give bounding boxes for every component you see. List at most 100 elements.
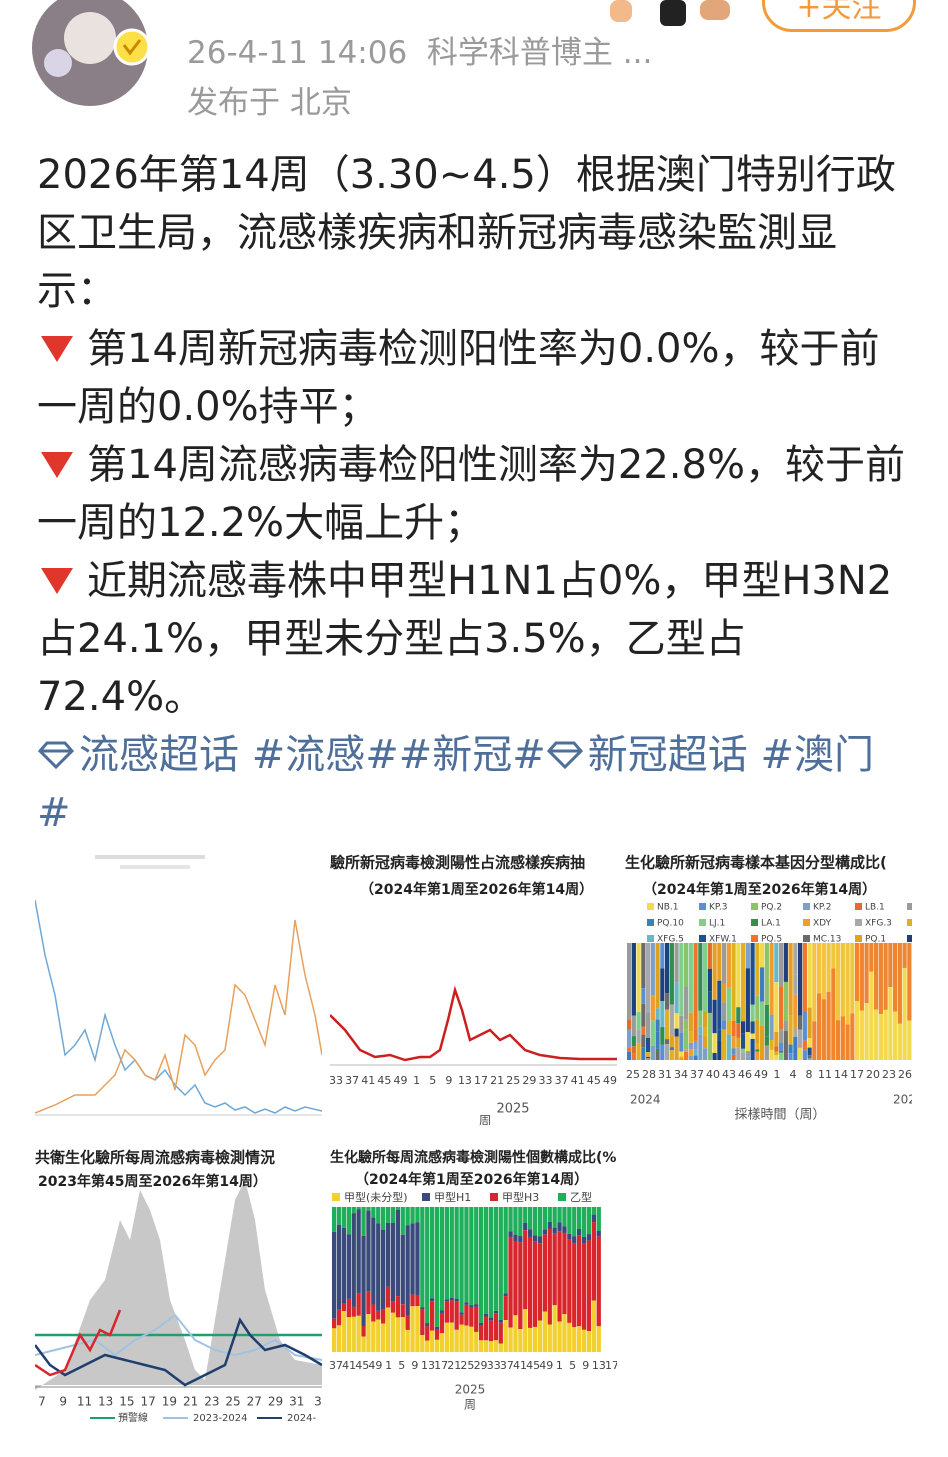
decor-bar: [430, 1207, 435, 1299]
image-thumbnail[interactable]: 共衛生化驗所每周流感病毒檢測情況 2023年第45周至2026年第14周） 7 9 11…: [35, 1140, 322, 1422]
decor-bar: [703, 1011, 708, 1027]
decor-bar: [395, 1207, 400, 1211]
decor-bar: [755, 995, 760, 1020]
image-subtitle: 2023年第45周至2026年第14周）: [38, 1173, 267, 1190]
topic-link[interactable]: 新冠超话: [587, 732, 748, 778]
decor-bar: [660, 968, 665, 1001]
decor-bar: [332, 1328, 337, 1352]
avatar[interactable]: [28, 0, 158, 113]
decor-bar: [722, 983, 727, 1003]
decor-bar: [532, 1326, 538, 1352]
topic-link[interactable]: 流感超话: [79, 732, 239, 778]
decor-bar: [726, 1020, 731, 1035]
image-thumbnail[interactable]: 生化驗所每周流感病毒檢測陽性個數構成比(%) （2024年第1周至2026年第14…: [330, 1140, 617, 1422]
x-tick-label: 29: [522, 1074, 536, 1087]
super-topic-icon: [37, 741, 75, 770]
decor-bar: [660, 1027, 665, 1045]
legend-label: 乙型: [570, 1190, 592, 1204]
decor-bar: [410, 1294, 415, 1307]
decor-bar: [874, 1009, 879, 1060]
decor-bar: [336, 1325, 342, 1352]
decor-bar: [760, 967, 765, 1002]
x-tick-label: 33: [539, 1074, 553, 1087]
decor-bar: [483, 1316, 489, 1341]
legend-swatch: [490, 1193, 498, 1201]
x-tick-label: 37: [345, 1074, 359, 1087]
legend-label: LA.1: [761, 919, 781, 929]
decor-bar: [669, 1035, 674, 1048]
x-tick-label: 4: [790, 1068, 797, 1081]
decor-bar: [698, 1034, 703, 1060]
decor-bar: [698, 1026, 703, 1035]
decor-bar: [646, 1052, 651, 1057]
decor-bar: [532, 1235, 538, 1242]
decor-bar: [627, 1047, 632, 1052]
decor-bar: [698, 1010, 703, 1027]
decor-bar: [627, 943, 632, 1020]
topic-link[interactable]: #流感#: [251, 732, 399, 778]
decor-bar: [736, 1023, 741, 1038]
decor-bar: [420, 1335, 425, 1352]
decor-bar: [712, 943, 717, 1000]
decor-bar: [646, 1037, 651, 1053]
legend-swatch: [803, 919, 810, 926]
legend-label: PQ.5: [761, 935, 782, 945]
decor-bar: [684, 1049, 689, 1052]
decor-bar: [907, 1020, 912, 1060]
topic-link[interactable]: #新冠#: [398, 732, 546, 778]
decor-bar: [760, 1025, 765, 1060]
image-thumbnail[interactable]: 生化驗所新冠病毒樣本基因分型構成比(（2024年第1周至2026年第14周） NB…: [625, 845, 912, 1125]
decor-bar: [528, 1229, 533, 1237]
follow-button[interactable]: +关注: [762, 0, 916, 32]
bullet-text: 第14周新冠病毒检测阳性率为0.0%，较于前一周的0.0%持平；: [37, 326, 880, 430]
decor-bar: [821, 999, 826, 1060]
decor-bar: [591, 1207, 596, 1215]
decor-bar: [434, 1207, 440, 1327]
x-tick-label: 45: [355, 1359, 369, 1372]
decor-bar: [850, 943, 855, 1014]
decor-bar: [420, 1207, 425, 1308]
decor-bar: [897, 943, 902, 1024]
decor-bar: [562, 1314, 567, 1352]
x-tick-label: 37: [330, 1359, 343, 1372]
x-tick-label: 9: [411, 1359, 418, 1372]
legend-swatch: [699, 903, 706, 910]
decor-bar: [581, 1329, 587, 1352]
decor-bar: [788, 1053, 793, 1060]
decor-bar: [390, 1312, 396, 1352]
decor-bar: [665, 1039, 670, 1045]
image-thumbnail[interactable]: 驗所新冠病毒檢測陽性占流感樣疾病抽 （2024年第1周至2026年第14周） 33 3…: [330, 845, 617, 1125]
decor-bar: [750, 1021, 755, 1034]
decor-bar: [385, 1222, 391, 1287]
decor-bar: [859, 1010, 864, 1060]
decor-bar: [434, 1329, 440, 1340]
decor-bar: [381, 1229, 386, 1310]
decor-bar: [636, 1043, 641, 1060]
decor-bar: [669, 1004, 674, 1036]
decor-bar: [774, 1046, 779, 1052]
x-tick-label: 7: [38, 1395, 46, 1409]
decor-bar: [769, 1049, 774, 1060]
thumb-chart: [35, 855, 322, 1116]
legend-label: 甲型H1: [434, 1190, 471, 1204]
x-tick-label: 23: [882, 1068, 896, 1081]
legend-label: 2024-: [287, 1413, 316, 1422]
decor-bar: [850, 1013, 855, 1060]
x-axis-label: 採樣時間（周）: [734, 1108, 825, 1123]
decor-bar: [577, 1229, 582, 1236]
legend-swatch: [855, 903, 862, 910]
decor-bar: [741, 1048, 746, 1054]
decor-bar: [679, 1056, 684, 1058]
decor-bar: [669, 943, 674, 1005]
decor-bar: [736, 990, 741, 1008]
decor-bar: [557, 1231, 562, 1322]
legend-swatch: [803, 935, 810, 942]
legend-label: 2023-2024: [193, 1413, 248, 1422]
decor-bar: [736, 1007, 741, 1024]
decor-bar: [893, 1011, 898, 1060]
image-thumbnail[interactable]: [35, 845, 322, 1125]
topic-link[interactable]: #澳门#: [37, 732, 875, 836]
decor-bar: [627, 1051, 632, 1060]
decor-bar: [665, 943, 670, 994]
decor-bar: [826, 992, 831, 1060]
